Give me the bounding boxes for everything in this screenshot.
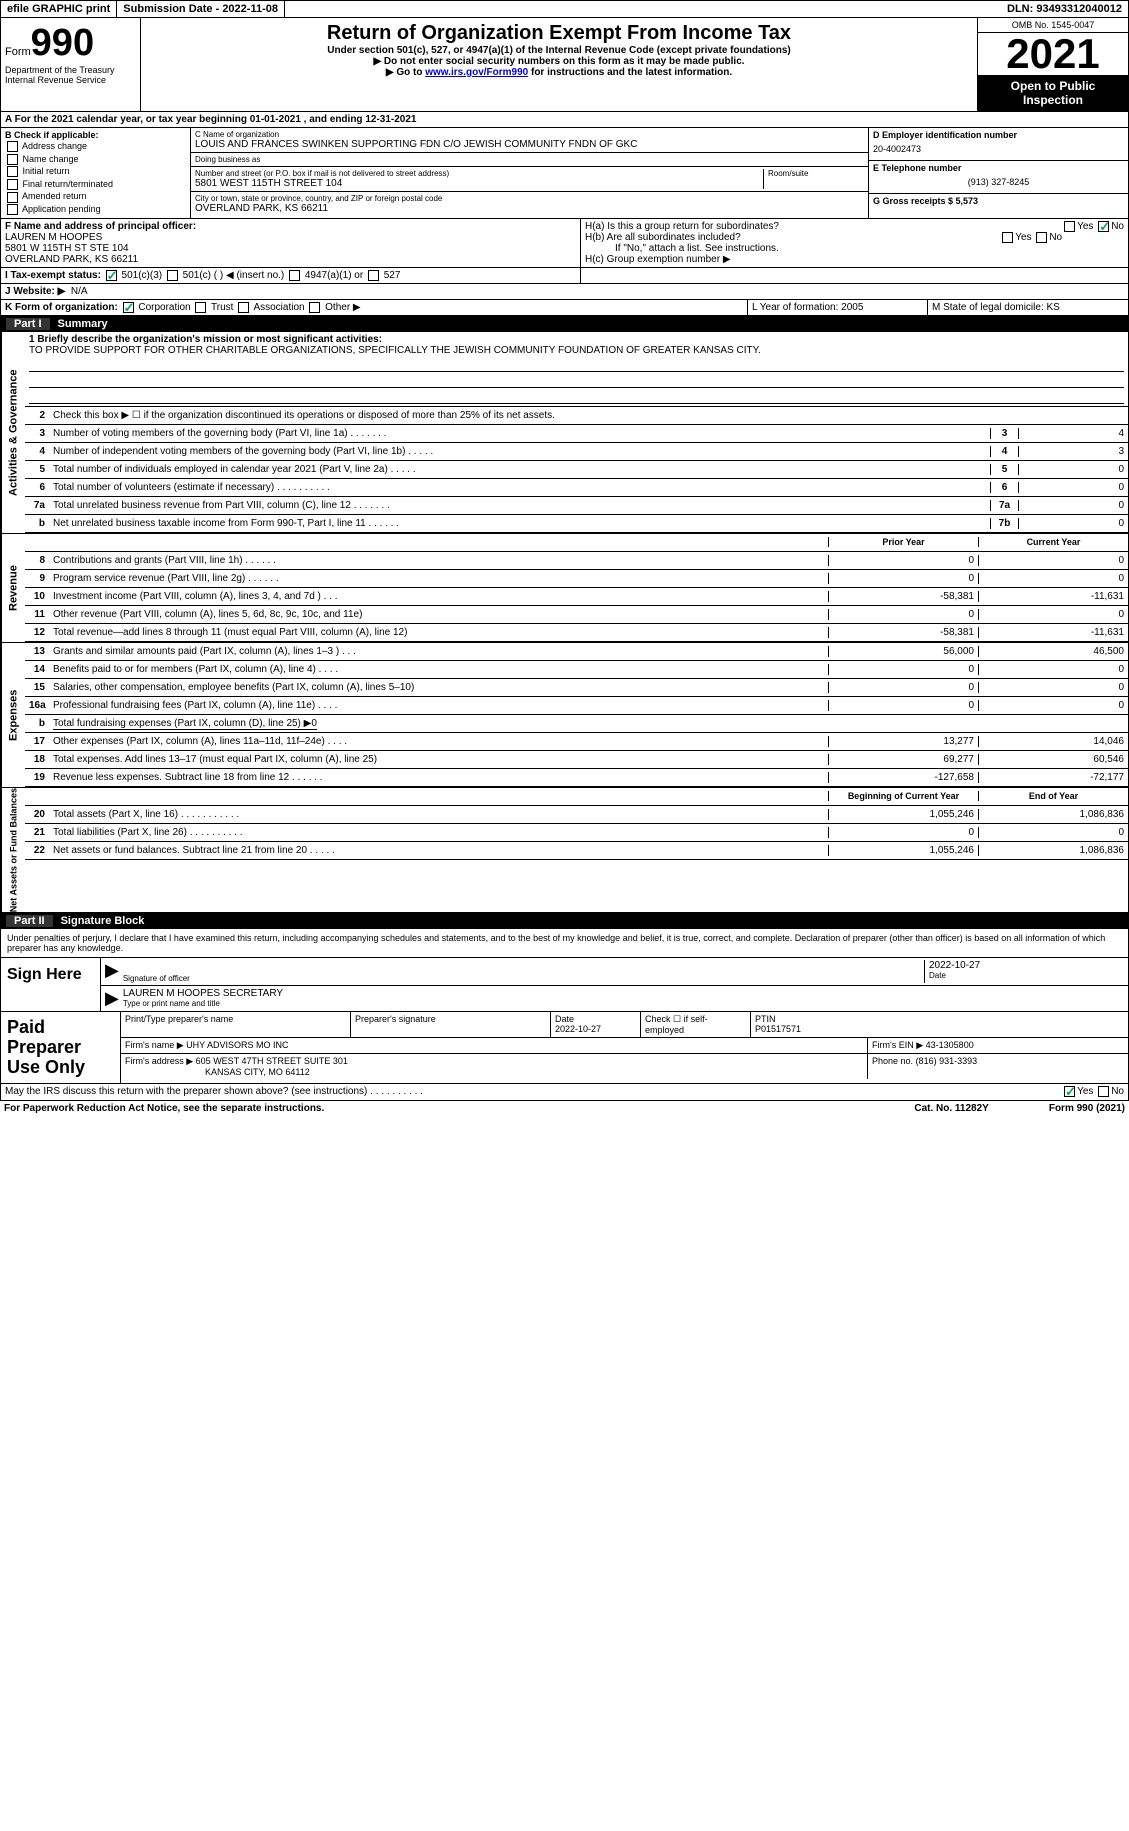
- checkbox[interactable]: [195, 302, 206, 313]
- summary-line: 20Total assets (Part X, line 16) . . . .…: [25, 806, 1128, 824]
- activities-governance: Activities & Governance 1 Briefly descri…: [0, 332, 1129, 534]
- checkbox[interactable]: [1098, 221, 1109, 232]
- revenue-section: Revenue Prior YearCurrent Year 8Contribu…: [0, 534, 1129, 643]
- street: 5801 WEST 115TH STREET 104: [195, 178, 759, 189]
- header-sections: B Check if applicable: Address change Na…: [0, 128, 1129, 219]
- summary-line: 11Other revenue (Part VIII, column (A), …: [25, 606, 1128, 624]
- section-c: C Name of organization LOUIS AND FRANCES…: [191, 128, 868, 218]
- part-1-header: Part I Summary: [0, 316, 1129, 332]
- firm-phone: (816) 931-3393: [916, 1056, 978, 1066]
- ptin: P01517571: [755, 1024, 801, 1034]
- checkbox[interactable]: [368, 270, 379, 281]
- summary-line: 21Total liabilities (Part X, line 26) . …: [25, 824, 1128, 842]
- checkbox[interactable]: [7, 154, 18, 165]
- checkbox[interactable]: [7, 204, 18, 215]
- checkbox[interactable]: [1064, 1086, 1075, 1097]
- summary-line: 4Number of independent voting members of…: [25, 443, 1128, 461]
- arrow-icon: ▶: [105, 988, 119, 1009]
- department: Department of the Treasury Internal Reve…: [5, 65, 136, 85]
- declaration: Under penalties of perjury, I declare th…: [1, 929, 1128, 957]
- checkbox[interactable]: [1036, 232, 1047, 243]
- header-bar: efile GRAPHIC print Submission Date - 20…: [0, 0, 1129, 18]
- checkbox[interactable]: [106, 270, 117, 281]
- year-formation: L Year of formation: 2005: [748, 300, 928, 315]
- summary-line: 12Total revenue—add lines 8 through 11 (…: [25, 624, 1128, 642]
- section-i: I Tax-exempt status: 501(c)(3) 501(c) ( …: [0, 268, 1129, 284]
- arrow-icon: ▶: [105, 960, 119, 983]
- summary-line: 8Contributions and grants (Part VIII, li…: [25, 552, 1128, 570]
- dln: DLN: 93493312040012: [1001, 1, 1128, 17]
- form-header: Form990 Department of the Treasury Inter…: [0, 18, 1129, 112]
- section-b: B Check if applicable: Address change Na…: [1, 128, 191, 218]
- city: OVERLAND PARK, KS 66211: [195, 203, 864, 214]
- checkbox[interactable]: [1002, 232, 1013, 243]
- submission-date: Submission Date - 2022-11-08: [117, 1, 285, 17]
- officer-name: LAUREN M HOOPES: [5, 232, 576, 243]
- summary-line: 22Net assets or fund balances. Subtract …: [25, 842, 1128, 860]
- checkbox[interactable]: [7, 166, 18, 177]
- checkbox[interactable]: [123, 302, 134, 313]
- summary-line: 13Grants and similar amounts paid (Part …: [25, 643, 1128, 661]
- checkbox[interactable]: [7, 192, 18, 203]
- section-fh: F Name and address of principal officer:…: [0, 219, 1129, 268]
- note-1: ▶ Do not enter social security numbers o…: [145, 56, 973, 67]
- form-title: Return of Organization Exempt From Incom…: [145, 22, 973, 45]
- checkbox[interactable]: [238, 302, 249, 313]
- org-name: LOUIS AND FRANCES SWINKEN SUPPORTING FDN…: [195, 139, 864, 150]
- tax-year: 2021: [978, 33, 1128, 75]
- checkbox[interactable]: [7, 179, 18, 190]
- mission-text: TO PROVIDE SUPPORT FOR OTHER CHARITABLE …: [29, 345, 1124, 356]
- signature-block: Under penalties of perjury, I declare th…: [0, 929, 1129, 1084]
- section-d: D Employer identification number 20-4002…: [868, 128, 1128, 218]
- form-subtitle: Under section 501(c), 527, or 4947(a)(1)…: [145, 45, 973, 56]
- expenses-section: Expenses 13Grants and similar amounts pa…: [0, 643, 1129, 788]
- summary-line: 9Program service revenue (Part VIII, lin…: [25, 570, 1128, 588]
- summary-line: 7aTotal unrelated business revenue from …: [25, 497, 1128, 515]
- inspection-label: Open to Public Inspection: [978, 75, 1128, 111]
- checkbox[interactable]: [1098, 1086, 1109, 1097]
- form-word: Form: [5, 46, 31, 58]
- summary-line: 17Other expenses (Part IX, column (A), l…: [25, 733, 1128, 751]
- gross-receipts: G Gross receipts $ 5,573: [873, 196, 1124, 206]
- summary-line: 18Total expenses. Add lines 13–17 (must …: [25, 751, 1128, 769]
- section-j: J Website: ▶ N/A: [0, 284, 1129, 300]
- summary-line: 5Total number of individuals employed in…: [25, 461, 1128, 479]
- part-2-header: Part II Signature Block: [0, 913, 1129, 929]
- summary-line: bNet unrelated business taxable income f…: [25, 515, 1128, 533]
- summary-line: 14Benefits paid to or for members (Part …: [25, 661, 1128, 679]
- ein: 20-4002473: [873, 140, 1124, 158]
- note-2: ▶ Go to www.irs.gov/Form990 for instruct…: [145, 67, 973, 78]
- net-assets-section: Net Assets or Fund Balances Beginning of…: [0, 788, 1129, 913]
- section-klm: K Form of organization: Corporation Trus…: [0, 300, 1129, 316]
- summary-line: 10Investment income (Part VIII, column (…: [25, 588, 1128, 606]
- state-domicile: M State of legal domicile: KS: [928, 300, 1128, 315]
- website: N/A: [71, 286, 88, 297]
- summary-line: 6Total number of volunteers (estimate if…: [25, 479, 1128, 497]
- checkbox[interactable]: [167, 270, 178, 281]
- checkbox[interactable]: [289, 270, 300, 281]
- discuss-line: May the IRS discuss this return with the…: [0, 1084, 1129, 1100]
- summary-line: 3Number of voting members of the governi…: [25, 425, 1128, 443]
- irs-link[interactable]: www.irs.gov/Form990: [425, 67, 528, 78]
- firm-ein: 43-1305800: [926, 1040, 974, 1050]
- footer: For Paperwork Reduction Act Notice, see …: [0, 1101, 1129, 1116]
- summary-line: 15Salaries, other compensation, employee…: [25, 679, 1128, 697]
- checkbox[interactable]: [309, 302, 320, 313]
- officer-name-title: LAUREN M HOOPES SECRETARY: [123, 988, 1124, 999]
- checkbox[interactable]: [1064, 221, 1075, 232]
- summary-line: 16aProfessional fundraising fees (Part I…: [25, 697, 1128, 715]
- efile-label: efile GRAPHIC print: [1, 1, 117, 17]
- summary-line: 19Revenue less expenses. Subtract line 1…: [25, 769, 1128, 787]
- checkbox[interactable]: [7, 141, 18, 152]
- firm-name: UHY ADVISORS MO INC: [186, 1040, 288, 1050]
- form-number: 990: [31, 22, 94, 64]
- phone: (913) 327-8245: [873, 173, 1124, 191]
- calendar-year-line: A For the 2021 calendar year, or tax yea…: [1, 112, 420, 127]
